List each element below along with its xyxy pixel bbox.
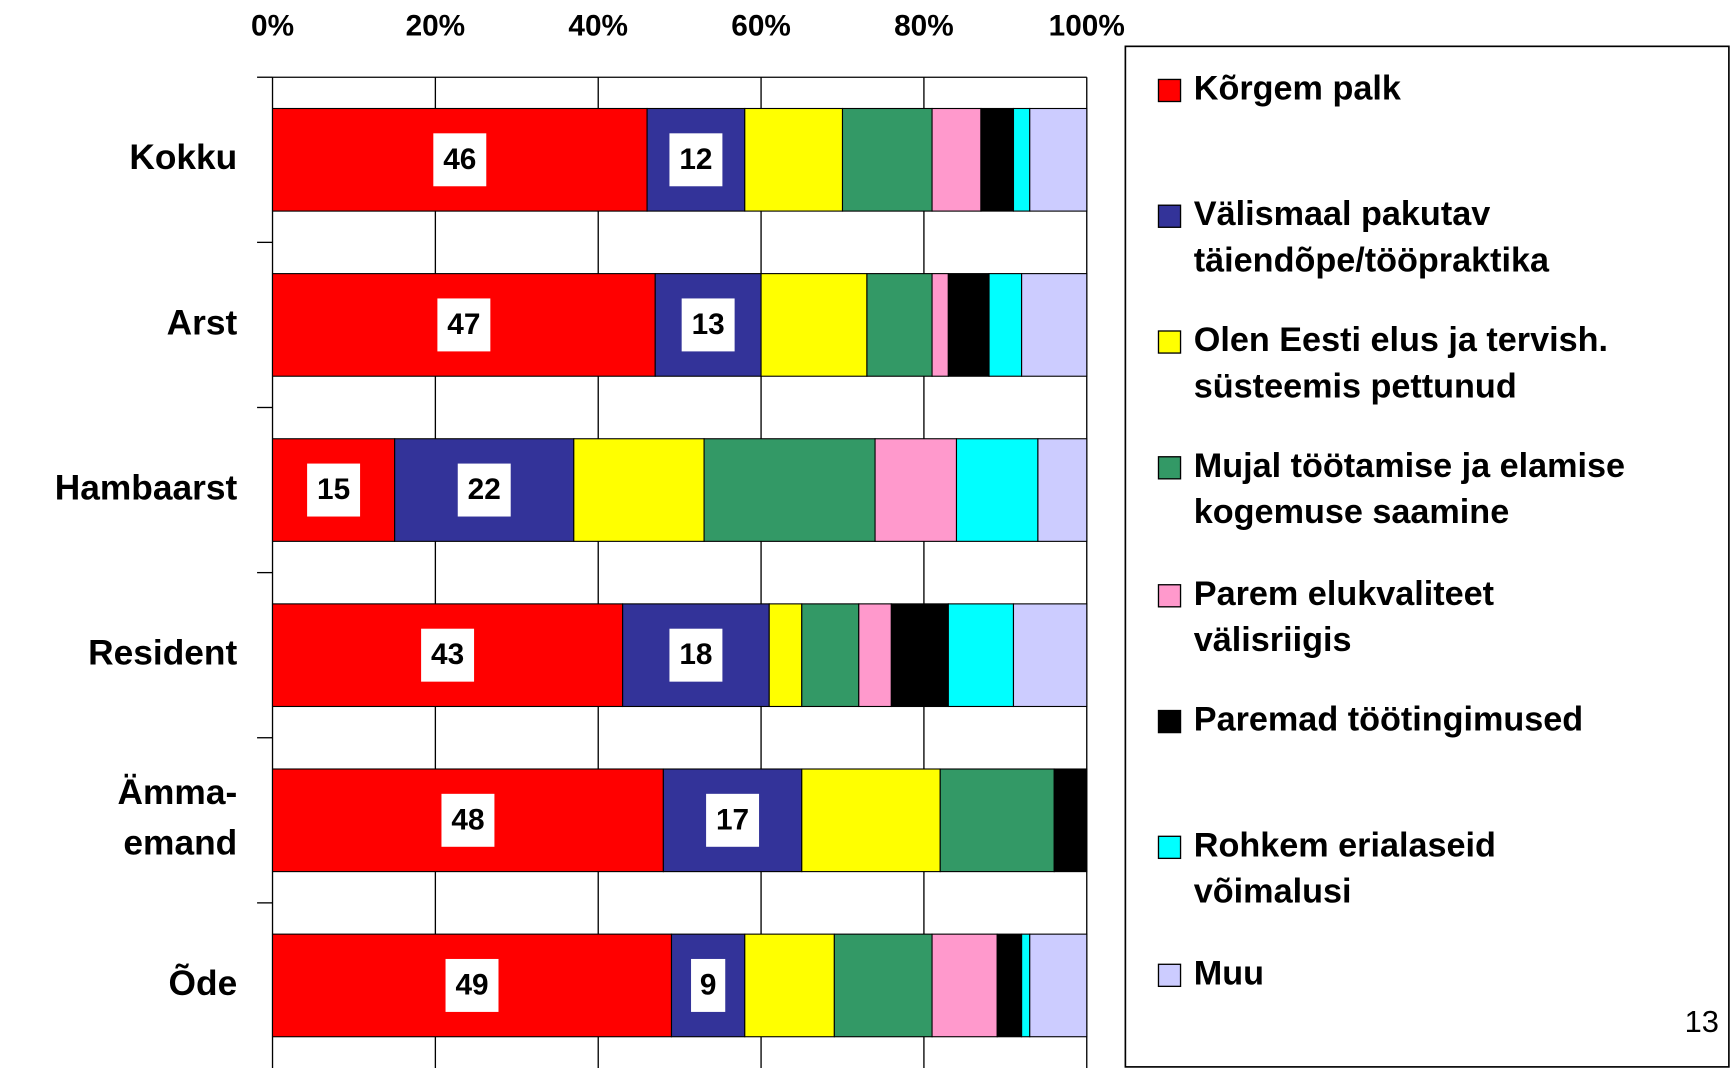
data-label-box [669, 133, 723, 187]
bar-segment [1029, 933, 1088, 1038]
legend-label: Välismaal pakutav täiendõpe/tööpraktika [1194, 195, 1550, 279]
legend-swatch [1157, 709, 1182, 734]
bar-segment [874, 438, 958, 542]
data-label: 46 [443, 143, 476, 176]
bar-segment [955, 438, 1039, 542]
bar-segment [866, 273, 933, 377]
bar-segment [573, 438, 705, 542]
bar-segment [931, 273, 949, 377]
legend-swatch [1157, 78, 1182, 103]
y-tick-label: Arst [167, 303, 238, 342]
bar-segment [768, 603, 803, 708]
bar-segment [980, 107, 1015, 212]
bar-segment [947, 603, 1015, 708]
legend-swatch [1157, 456, 1182, 480]
legend-label: Muu [1194, 954, 1264, 992]
data-label: 15 [317, 473, 350, 506]
legend-box [1124, 45, 1730, 1068]
data-label-box [706, 793, 760, 847]
x-tick-label: 0% [251, 9, 294, 42]
legend-swatch [1157, 204, 1182, 228]
bar-segment [858, 603, 892, 708]
bar-segment [1012, 107, 1031, 212]
data-label: 9 [700, 968, 717, 1001]
data-label: 22 [468, 473, 501, 506]
data-label-box [445, 958, 499, 1012]
bar-segment [931, 933, 998, 1038]
bar-segment [939, 768, 1055, 873]
legend-label: Mujal töötamise ja elamise kogemuse saami… [1194, 447, 1625, 531]
data-label-box [437, 298, 491, 352]
data-label: 18 [679, 638, 712, 671]
data-label-box [457, 463, 511, 517]
bar-segment [833, 933, 933, 1038]
bar-segment [1029, 107, 1088, 212]
bar-segment [988, 273, 1023, 377]
legend-label: Kõrgem palk [1194, 70, 1402, 108]
legend-swatch [1157, 330, 1182, 354]
data-label: 13 [692, 308, 725, 341]
data-label-box [681, 298, 735, 352]
data-label: 17 [716, 803, 749, 836]
y-tick-label: Kokku [129, 138, 237, 177]
legend-swatch [1157, 835, 1182, 860]
bar-segment [931, 107, 982, 212]
bar-segment [841, 107, 933, 212]
y-tick-label: Ämma-emand [118, 773, 238, 863]
bar-segment [760, 273, 868, 377]
bar-segment [1012, 603, 1088, 708]
bar-segment [744, 107, 844, 212]
legend-label: Paremad töötingimused [1194, 701, 1583, 739]
bar-segment [1053, 768, 1088, 873]
bar-segment [1037, 438, 1088, 542]
x-tick-label: 20% [406, 9, 466, 42]
data-label-box [669, 628, 723, 682]
legend-swatch [1157, 963, 1182, 988]
data-label-box [441, 793, 495, 847]
x-tick-label: 100% [1049, 9, 1125, 42]
page-number: 13 [1685, 1004, 1719, 1039]
data-label-box [691, 958, 726, 1012]
bar-segment [947, 273, 990, 377]
bar-segment [703, 438, 876, 542]
bar-segment [1021, 933, 1031, 1038]
data-label: 49 [455, 968, 488, 1001]
legend-swatch [1157, 584, 1182, 608]
bar-segment [801, 768, 941, 873]
y-tick-label: Õde [169, 963, 238, 1003]
bar-segment [801, 603, 860, 708]
data-label: 12 [679, 143, 712, 176]
bar-segment [890, 603, 949, 708]
y-tick-label: Hambaarst [55, 468, 238, 507]
legend-label: Olen Eesti elus ja tervish. süsteemis pet… [1194, 321, 1608, 405]
x-tick-label: 80% [894, 9, 954, 42]
y-tick-label: Resident [88, 634, 237, 673]
data-label-box [433, 133, 487, 187]
data-label-box [421, 628, 475, 682]
data-label: 48 [451, 803, 484, 836]
bar-segment [1021, 273, 1088, 377]
data-label-box [307, 463, 361, 517]
x-tick-label: 40% [568, 9, 628, 42]
bar-segment [996, 933, 1023, 1038]
legend-label: Parem elukvaliteet välisriigis [1194, 575, 1494, 659]
bar-segment [744, 933, 835, 1038]
data-label: 43 [431, 638, 464, 671]
x-tick-label: 60% [731, 9, 791, 42]
legend-label: Rohkem erialaseid võimalusi [1194, 826, 1496, 910]
data-label: 47 [447, 308, 480, 341]
